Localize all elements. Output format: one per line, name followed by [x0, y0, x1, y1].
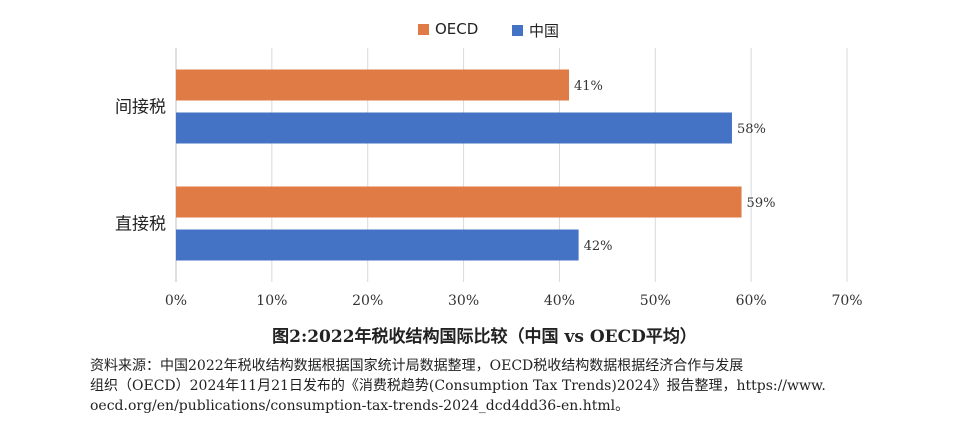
legend-item-china: 中国 [512, 20, 559, 41]
source-line-3: oecd.org/en/publications/consumption-tax… [90, 398, 630, 414]
x-tick-label-70: 70% [831, 293, 862, 309]
x-tick-label-30: 30% [448, 293, 479, 309]
source-note: 资料来源：中国2022年税收结构数据根据国家统计局数据整理，OECD税收结构数据… [90, 356, 880, 416]
data-label-china-1: 42% [584, 239, 613, 254]
bar-oecd-1 [176, 186, 742, 218]
bar-china-1 [176, 229, 579, 261]
data-label-china-0: 58% [737, 122, 766, 137]
x-tick-label-20: 20% [352, 293, 383, 309]
bar-oecd-0 [176, 69, 570, 101]
bar-chart: 0% 10% 20% 30% 40% 50% 60% 70% 41% 58% 间接税 59% 42% 直接… [115, 48, 863, 309]
data-label-oecd-0: 41% [574, 79, 603, 94]
legend: OECD 中国 [0, 20, 969, 40]
x-tick-label-50: 50% [640, 293, 671, 309]
category-label-1: 直接税 [115, 215, 166, 235]
legend-label-china: 中国 [529, 22, 560, 40]
x-tick-label-0: 0% [165, 293, 187, 309]
legend-swatch-china [512, 25, 523, 36]
bar-china-0 [176, 112, 732, 144]
source-line-1: 资料来源：中国2022年税收结构数据根据国家统计局数据整理，OECD税收结构数据… [90, 358, 744, 374]
legend-label-oecd: OECD [435, 20, 479, 38]
legend-swatch-oecd [418, 23, 429, 35]
x-tick-label-60: 60% [736, 293, 767, 309]
legend-item-oecd: OECD [418, 20, 478, 38]
category-label-0: 间接税 [115, 98, 166, 118]
source-line-2: 组织（OECD）2024年11月21日发布的《消费税趋势(Consumption… [90, 378, 826, 394]
x-tick-label-40: 40% [544, 293, 575, 309]
data-label-oecd-1: 59% [747, 196, 776, 211]
figure-caption-title: 图2:2022年税收结构国际比较（中国 vs OECD平均） [272, 327, 697, 347]
x-tick-label-10: 10% [256, 293, 287, 309]
